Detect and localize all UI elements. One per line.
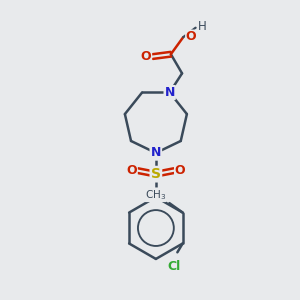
Text: O: O [141,50,152,63]
Text: O: O [186,30,196,43]
Text: S: S [151,167,161,181]
Text: CH$_3$: CH$_3$ [145,188,166,202]
Text: H: H [198,20,207,33]
Text: N: N [151,146,161,159]
Text: Cl: Cl [167,260,181,273]
Text: O: O [175,164,185,176]
Text: O: O [126,164,137,176]
Text: N: N [151,146,161,159]
Text: N: N [164,86,175,99]
